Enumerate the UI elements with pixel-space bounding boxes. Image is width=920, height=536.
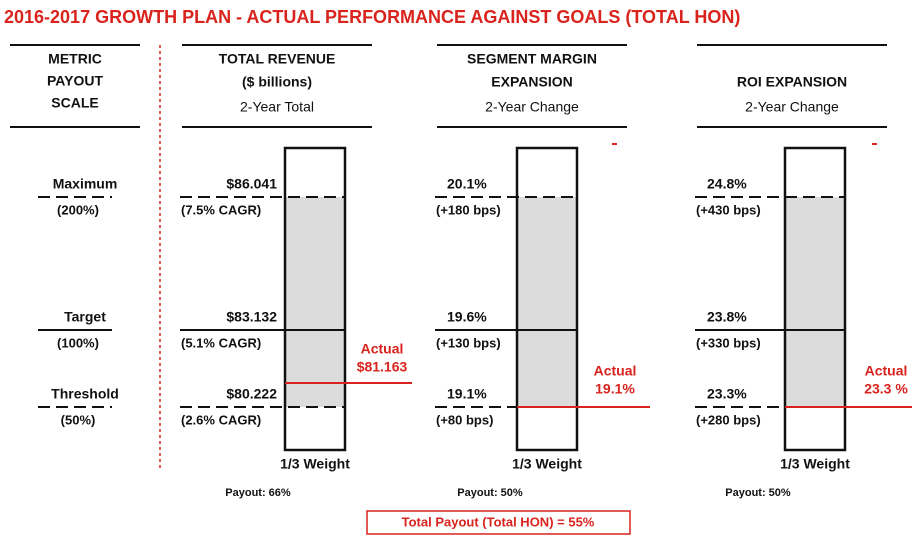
level-detail: (+80 bps) [436, 412, 493, 427]
actual-label: $81.163 [357, 359, 408, 375]
level-payout: (200%) [57, 202, 99, 217]
metric-subheading: 2-Year Change [745, 99, 839, 115]
level-value: $86.041 [226, 176, 277, 192]
scale-heading: METRIC [48, 51, 102, 67]
level-payout: (100%) [57, 335, 99, 350]
range-fill [785, 197, 845, 407]
range-fill [517, 197, 577, 407]
level-detail: (2.6% CAGR) [181, 412, 261, 427]
weight: 1/3 Weight [512, 456, 582, 472]
metric-heading: EXPANSION [491, 74, 572, 90]
level-name: Target [64, 309, 106, 325]
actual-label: 23.3 % [864, 381, 908, 397]
level-name: Threshold [51, 386, 119, 402]
actual-label: Actual [361, 341, 404, 357]
level-value: 24.8% [707, 176, 747, 192]
metric-subheading: 2-Year Change [485, 99, 579, 115]
level-payout: (50%) [61, 412, 96, 427]
level-value: 20.1% [447, 176, 487, 192]
payout: Payout: 50% [457, 487, 523, 499]
total-payout: Total Payout (Total HON) = 55% [402, 514, 595, 529]
metric-subheading: 2-Year Total [240, 99, 314, 115]
level-detail: (+130 bps) [436, 335, 501, 350]
metric-heading: ($ billions) [242, 74, 312, 90]
metric-heading: ROI EXPANSION [737, 74, 847, 90]
total-box [366, 510, 631, 535]
gauge-box [515, 146, 579, 452]
actual-label: Actual [865, 363, 908, 379]
level-value: $83.132 [226, 309, 277, 325]
gauge-box [783, 146, 847, 452]
gauge-box [283, 146, 347, 452]
actual-label: Actual [594, 363, 637, 379]
level-detail: (7.5% CAGR) [181, 202, 261, 217]
actual-label: 19.1% [595, 381, 635, 397]
level-value: 23.8% [707, 309, 747, 325]
metric-heading: TOTAL REVENUE [219, 51, 336, 67]
level-detail: (+280 bps) [696, 412, 761, 427]
payout: Payout: 66% [225, 487, 291, 499]
weight: 1/3 Weight [280, 456, 350, 472]
scale-heading: SCALE [51, 95, 98, 111]
weight: 1/3 Weight [780, 456, 850, 472]
level-value: $80.222 [226, 386, 277, 402]
level-value: 19.6% [447, 309, 487, 325]
level-detail: (5.1% CAGR) [181, 335, 261, 350]
metric-heading: SEGMENT MARGIN [467, 51, 597, 67]
title: 2016-2017 GROWTH PLAN - ACTUAL PERFORMAN… [4, 7, 740, 27]
range-fill [285, 197, 345, 407]
level-detail: (+180 bps) [436, 202, 501, 217]
level-name: Maximum [53, 176, 118, 192]
level-value: 19.1% [447, 386, 487, 402]
level-value: 23.3% [707, 386, 747, 402]
level-detail: (+330 bps) [696, 335, 761, 350]
level-detail: (+430 bps) [696, 202, 761, 217]
payout: Payout: 50% [725, 487, 791, 499]
scale-heading: PAYOUT [47, 73, 103, 89]
